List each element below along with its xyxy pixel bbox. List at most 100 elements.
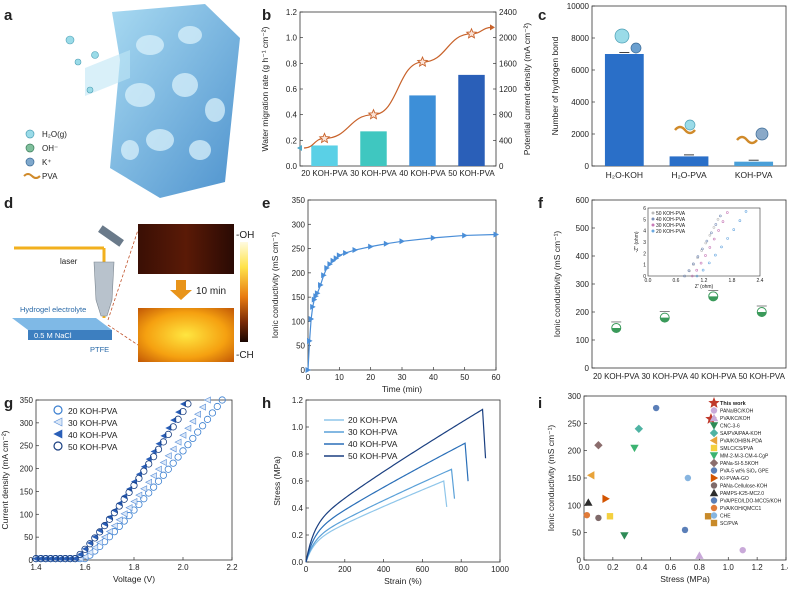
f-inset-legend-marker	[651, 223, 655, 227]
panel-label-b: b	[262, 7, 271, 24]
f-inset-point	[719, 214, 722, 218]
c-pva-chain-icon	[736, 135, 758, 145]
g-ytick: 50	[24, 533, 33, 542]
e-xtick: 30	[398, 373, 407, 382]
g-ytick: 0	[29, 556, 34, 565]
g-point	[82, 545, 88, 552]
b-right-arrow-icon	[490, 24, 495, 31]
hydroxide-ion-icon	[25, 143, 35, 153]
i-legend-marker	[710, 444, 718, 452]
h-curve	[305, 468, 456, 563]
e-point	[430, 234, 437, 241]
g-point	[145, 489, 153, 497]
f-category: 50 KOH-PVA	[738, 372, 785, 381]
g-point	[189, 417, 197, 425]
e-point	[399, 238, 405, 245]
g-point	[179, 431, 187, 439]
g-point	[203, 396, 211, 404]
g-point	[57, 555, 64, 562]
e-point	[368, 243, 374, 250]
g-point	[174, 415, 182, 423]
i-point	[684, 474, 692, 482]
g-point	[37, 555, 45, 563]
e-ytick: 250	[292, 245, 306, 254]
down-arrow-icon	[170, 280, 192, 300]
b-category: 30 KOH-PVA	[350, 169, 397, 178]
g-point	[72, 555, 79, 562]
f-point-fill	[660, 317, 670, 323]
f-inset-xtick: 0.6	[673, 278, 680, 284]
h-ytick: 1.0	[292, 423, 304, 432]
h-ytick: 0.2	[292, 531, 304, 540]
g-point	[67, 555, 74, 562]
i-point	[681, 526, 689, 534]
h-curve	[305, 480, 448, 563]
f-inset-point	[692, 262, 695, 266]
i-point	[620, 532, 629, 540]
g-point	[76, 550, 84, 559]
f-inset-point	[708, 233, 712, 237]
i-point	[587, 471, 595, 480]
b-ytick: 1.2	[286, 8, 298, 17]
c-category: KOH-PVA	[735, 170, 773, 180]
i-point	[595, 514, 602, 522]
g-point	[110, 522, 118, 530]
water-molecules	[65, 35, 99, 94]
g-point	[169, 423, 177, 431]
g-xtick: 1.4	[30, 563, 42, 572]
g-point	[125, 504, 133, 512]
e-line	[307, 233, 497, 371]
b-category: 40 KOH-PVA	[399, 169, 446, 178]
i-point	[704, 513, 712, 520]
g-point	[61, 555, 70, 563]
g-point	[111, 507, 118, 514]
i-xtick: 1.2	[752, 563, 764, 572]
c-ytick: 2000	[571, 130, 589, 139]
e-xlabel: Time (min)	[382, 384, 422, 394]
g-point	[120, 510, 128, 518]
g-ytick: 250	[20, 442, 34, 451]
f-inset-legend-marker	[651, 217, 655, 221]
g-point	[71, 555, 79, 563]
e-xtick: 60	[492, 373, 501, 382]
f-inset-ytick: 4	[643, 229, 646, 235]
i-xtick: 0.6	[665, 563, 677, 572]
b-current-point	[367, 108, 380, 120]
i-point	[634, 424, 644, 433]
h-xlabel: Strain (%)	[384, 576, 422, 586]
g-point	[105, 527, 113, 535]
e-point	[352, 247, 358, 254]
g-point	[120, 495, 128, 503]
f-ytick: 0	[585, 364, 590, 373]
e-ytick: 150	[292, 293, 306, 302]
i-ytick: 200	[568, 447, 582, 456]
i-legend-marker	[708, 397, 720, 408]
g-point	[66, 555, 74, 563]
b-current-point	[465, 27, 478, 39]
e-xtick: 40	[429, 373, 438, 382]
h-legend-label: 50 KOH-PVA	[348, 451, 398, 461]
g-point	[150, 453, 158, 461]
g-point	[184, 400, 192, 408]
i-legend-label: PANa-SI-5.5KOH	[720, 461, 759, 467]
ptfe-label: PTFE	[90, 345, 109, 354]
f-inset-point	[732, 228, 736, 231]
f-inset-xlabel: Z' (ohm)	[695, 284, 714, 290]
g-ytick: 150	[20, 487, 34, 496]
e-point	[321, 272, 327, 279]
g-point	[164, 465, 172, 473]
g-point	[52, 555, 59, 562]
f-inset-point	[705, 239, 709, 243]
g-point	[150, 483, 158, 491]
water-molecule-icon	[25, 129, 35, 139]
f-inset-point	[696, 255, 700, 258]
f-inset-ytick: 6	[643, 206, 646, 212]
b-ytick: 0.8	[286, 59, 298, 68]
c-ytick: 0	[585, 162, 590, 171]
b-y2tick: 2400	[499, 8, 517, 17]
i-point	[583, 511, 591, 519]
f-inset-xtick: 1.2	[701, 278, 708, 284]
g-point	[33, 555, 39, 562]
b-ytick: 0.4	[286, 111, 298, 120]
f-inset-point	[684, 274, 687, 278]
